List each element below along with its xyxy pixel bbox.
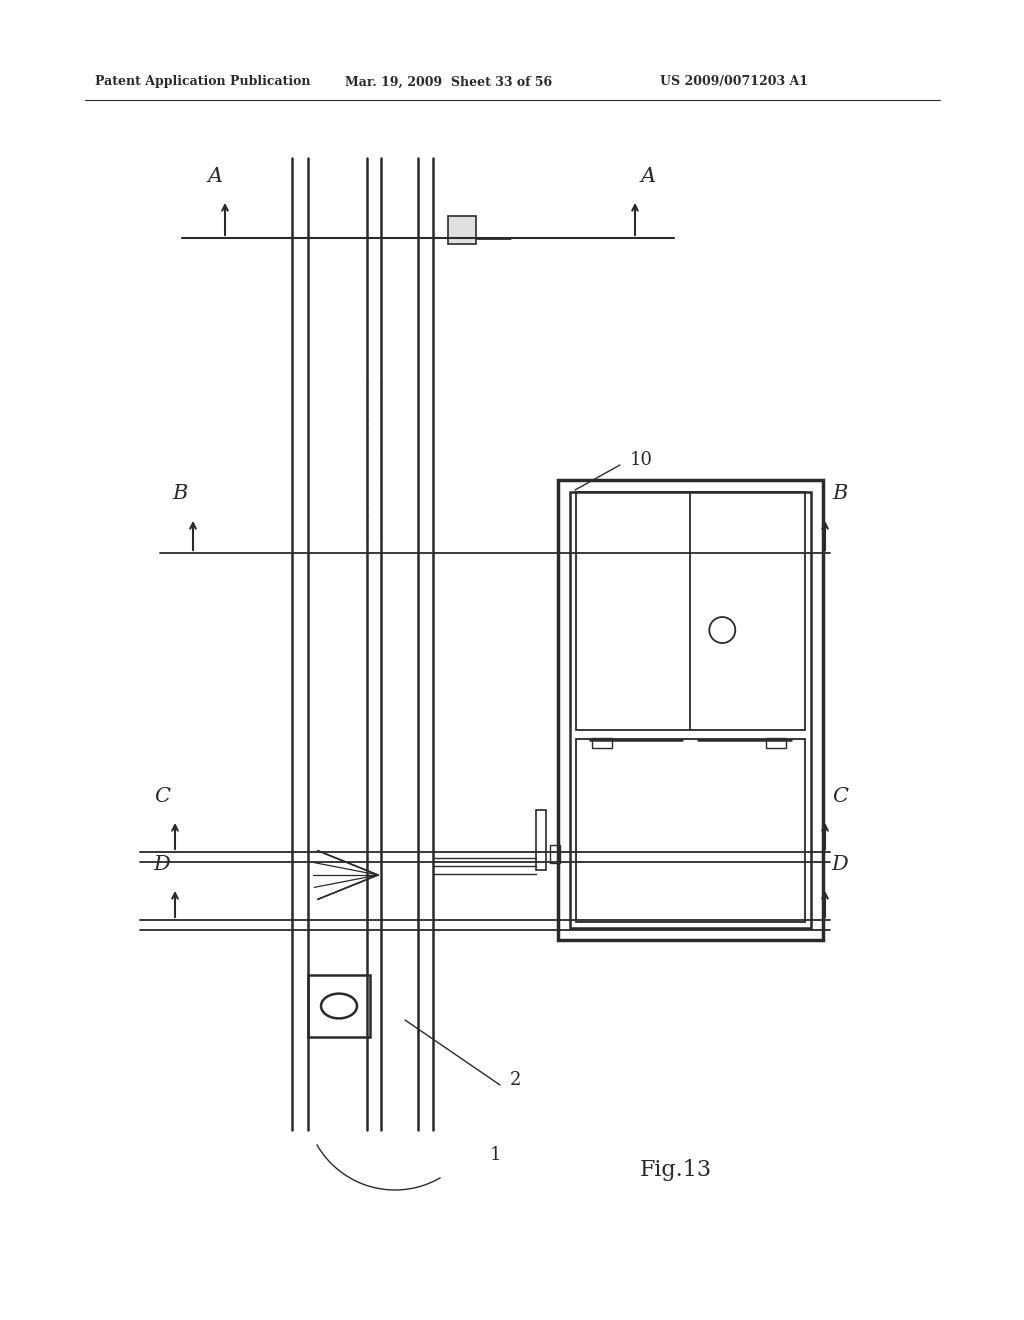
- Bar: [308, 975, 370, 1038]
- Text: 2: 2: [510, 1071, 521, 1089]
- Bar: [550, 845, 560, 863]
- Text: A: A: [208, 168, 222, 186]
- Text: US 2009/0071203 A1: US 2009/0071203 A1: [660, 75, 808, 88]
- Text: D: D: [831, 855, 848, 874]
- Bar: [449, 216, 476, 244]
- Bar: [592, 738, 612, 748]
- Text: B: B: [833, 484, 848, 503]
- Text: C: C: [154, 787, 170, 807]
- Bar: [575, 492, 805, 730]
- Text: 1: 1: [490, 1146, 502, 1164]
- Text: 10: 10: [630, 451, 653, 469]
- Bar: [536, 810, 546, 870]
- Text: Patent Application Publication: Patent Application Publication: [95, 75, 310, 88]
- Text: Mar. 19, 2009  Sheet 33 of 56: Mar. 19, 2009 Sheet 33 of 56: [345, 75, 552, 88]
- Bar: [570, 492, 811, 928]
- Text: D: D: [154, 855, 170, 874]
- Bar: [575, 739, 805, 921]
- Text: Fig.13: Fig.13: [640, 1159, 712, 1181]
- Text: A: A: [640, 168, 655, 186]
- Text: C: C: [831, 787, 848, 807]
- Bar: [558, 480, 823, 940]
- Bar: [766, 738, 786, 748]
- Text: B: B: [172, 484, 187, 503]
